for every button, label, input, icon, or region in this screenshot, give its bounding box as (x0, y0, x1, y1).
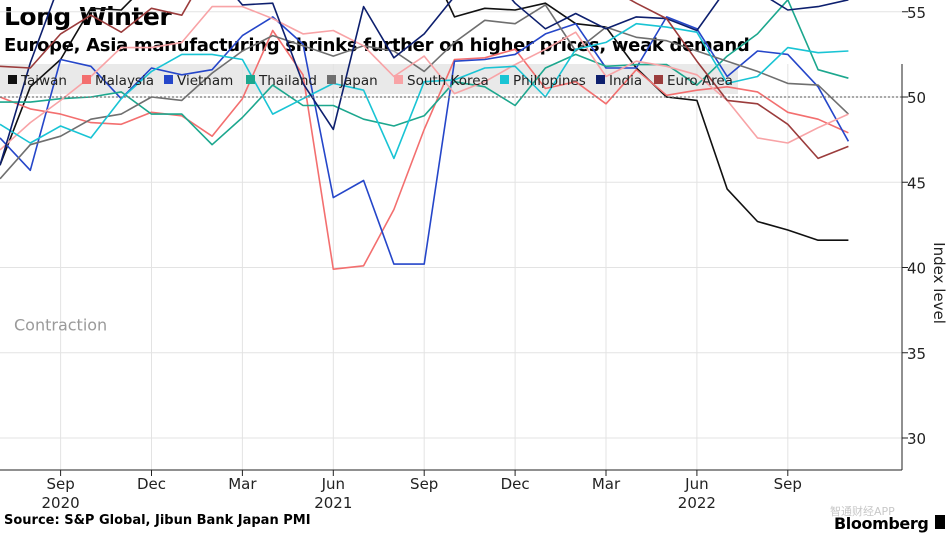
legend-swatch-japan (327, 75, 336, 84)
y-axis-title: Index level (930, 242, 946, 324)
x-tick-label: Dec (501, 475, 530, 493)
x-tick-label: Sep (774, 475, 802, 493)
x-tick-label: Dec (137, 475, 166, 493)
y-tick-label: 30 (907, 430, 926, 448)
x-tick-label: Mar (228, 475, 257, 493)
x-year-label: 2020 (42, 494, 80, 512)
series-line-india (0, 0, 849, 166)
x-year-label: 2021 (314, 494, 352, 512)
legend-label-malaysia: Malaysia (95, 73, 154, 89)
legend-label-taiwan: Taiwan (20, 73, 67, 89)
legend-label-euro-area: Euro Area (667, 73, 733, 89)
legend-swatch-india (596, 75, 605, 84)
source-note: Source: S&P Global, Jibun Bank Japan PMI (4, 513, 311, 528)
y-tick-label: 50 (907, 89, 926, 107)
legend-label-vietnam: Vietnam (177, 73, 233, 89)
legend-label-philippines: Philippines (513, 73, 586, 89)
bloomberg-terminal-icon (935, 515, 945, 529)
legend-label-thailand: Thailand (258, 73, 317, 89)
contraction-annotation: Contraction (14, 316, 107, 335)
watermark-text: 智通财经APP (830, 505, 895, 518)
legend-swatch-vietnam (164, 75, 173, 84)
x-tick-label: Sep (410, 475, 438, 493)
legend-swatch-euro-area (654, 75, 663, 84)
series-line-taiwan (0, 0, 849, 241)
x-year-label: 2022 (678, 494, 716, 512)
legend-background (0, 64, 738, 94)
y-tick-label: 35 (907, 345, 926, 363)
y-tick-label: 40 (907, 260, 926, 278)
x-tick-label: Mar (592, 475, 621, 493)
series-line-vietnam (0, 16, 850, 265)
series-line-malaysia (0, 29, 849, 271)
bloomberg-logo: Bloomberg (834, 514, 929, 533)
legend-label-japan: Japan (339, 73, 378, 89)
legend-swatch-malaysia (82, 75, 91, 84)
series-line-euro-area (0, 0, 849, 160)
y-tick-label: 55 (907, 4, 926, 22)
legend-swatch-taiwan (8, 75, 17, 84)
legend-swatch-philippines (500, 75, 509, 84)
x-tick-label: Jun (321, 475, 345, 493)
legend-label-india: India (609, 73, 642, 89)
series-line-philippines (0, 22, 849, 160)
series-line-japan (0, 4, 849, 180)
chart-subtitle: Europe, Asia manufacturing shrinks furth… (4, 35, 750, 56)
x-tick-label: Jun (684, 475, 708, 493)
legend-swatch-south-korea (394, 75, 403, 84)
x-tick-label: Sep (46, 475, 74, 493)
y-tick-label: 45 (907, 174, 926, 192)
legend-swatch-thailand (246, 75, 255, 84)
series-line-south-korea (0, 5, 849, 151)
legend-label-south-korea: South Korea (407, 73, 489, 89)
